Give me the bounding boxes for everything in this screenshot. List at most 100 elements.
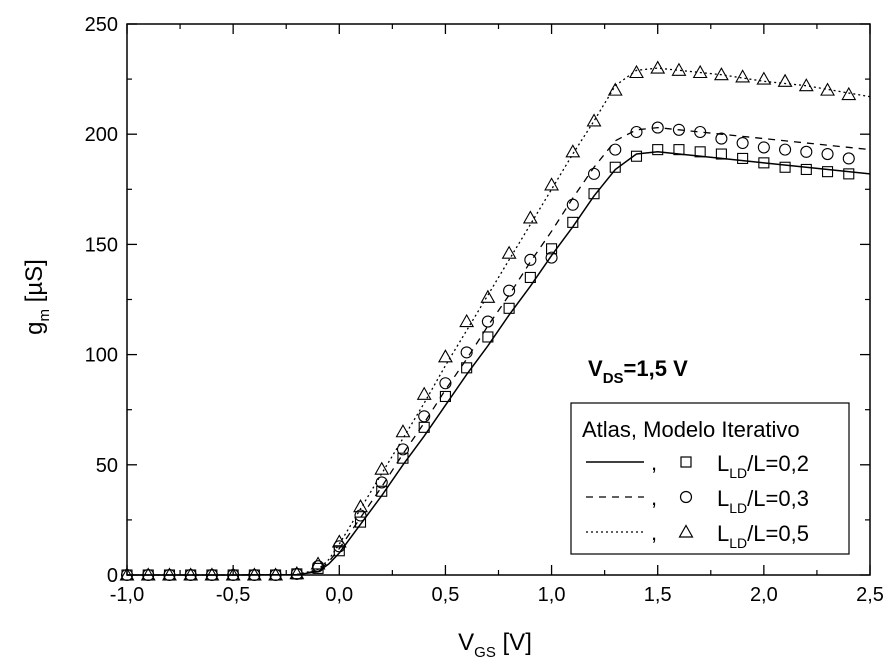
circle-marker xyxy=(354,509,367,522)
y-tick-label: 250 xyxy=(85,14,118,36)
circle-marker xyxy=(672,123,685,136)
triangle-marker xyxy=(650,60,666,74)
triangle-marker xyxy=(353,499,368,513)
circle-marker xyxy=(418,410,431,423)
triangle-marker xyxy=(501,245,517,259)
series-line-dashed xyxy=(127,126,871,576)
square-marker xyxy=(524,271,536,284)
legend-box xyxy=(570,402,850,555)
legend-triangle-marker xyxy=(678,524,694,538)
square-marker xyxy=(821,166,834,178)
square-marker xyxy=(694,146,706,158)
circle-marker xyxy=(587,167,601,180)
y-tick-label: 150 xyxy=(85,234,118,256)
legend-circle-marker xyxy=(679,490,693,504)
square-marker xyxy=(715,148,727,160)
triangle-marker xyxy=(268,567,284,581)
square-marker xyxy=(333,545,345,557)
x-tick-label: -1,0 xyxy=(110,584,144,606)
x-tick-label: 1,5 xyxy=(644,584,672,606)
circle-marker xyxy=(609,143,622,156)
square-marker xyxy=(588,188,600,200)
circle-marker xyxy=(290,567,303,580)
x-tick-label: 0,5 xyxy=(432,584,460,606)
triangle-marker xyxy=(119,567,135,581)
square-marker xyxy=(461,362,473,374)
triangle-marker xyxy=(798,78,814,92)
triangle-marker xyxy=(692,64,708,79)
triangle-marker xyxy=(607,82,623,96)
triangle-marker xyxy=(735,69,751,83)
circle-marker xyxy=(333,540,346,553)
markers-layer xyxy=(119,60,857,582)
square-marker xyxy=(652,144,664,156)
triangle-marker xyxy=(841,86,857,101)
triangle-marker xyxy=(820,82,835,96)
circle-marker xyxy=(375,476,388,489)
circle-marker xyxy=(630,125,643,139)
square-marker xyxy=(439,390,451,403)
triangle-marker xyxy=(395,424,411,438)
square-marker xyxy=(397,452,409,464)
triangle-marker xyxy=(437,349,453,363)
triangle-marker xyxy=(544,177,560,191)
y-tick-label: 200 xyxy=(85,124,118,146)
x-tick-label: 2,0 xyxy=(750,584,778,606)
triangle-marker xyxy=(310,556,326,570)
legend-entry-1: , LLD/L=0,2 xyxy=(586,450,809,481)
circle-marker xyxy=(481,315,494,328)
triangle-marker xyxy=(140,567,156,581)
legend-entry-2: , LLD/L=0,3 xyxy=(586,485,809,516)
triangle-marker xyxy=(183,567,199,581)
circle-marker xyxy=(545,251,558,264)
triangle-marker xyxy=(586,113,602,127)
axis-ticks: -1,0 -0,5 0,0 0,5 1,0 1,5 2,0 2,5 0 50 100 150 200 25… xyxy=(85,14,884,606)
x-tick-label: 2,5 xyxy=(856,584,884,606)
circle-marker xyxy=(566,198,579,211)
triangle-marker xyxy=(225,567,241,581)
legend-label-1: LLD/L=0,2 xyxy=(717,451,809,481)
circle-marker xyxy=(715,132,728,145)
circle-marker xyxy=(503,284,516,297)
legend-title: Atlas, Modelo Iterativo xyxy=(582,417,800,442)
square-marker xyxy=(354,516,367,528)
circle-marker xyxy=(842,152,855,165)
circle-marker xyxy=(800,145,813,158)
circle-marker xyxy=(736,136,749,150)
square-marker xyxy=(758,157,770,169)
circle-marker xyxy=(779,143,792,156)
square-marker xyxy=(800,163,812,176)
square-marker xyxy=(546,243,558,255)
square-marker xyxy=(609,161,621,173)
circle-marker xyxy=(821,147,834,161)
square-marker xyxy=(503,302,515,314)
triangle-marker xyxy=(331,534,347,548)
y-tick-label: 100 xyxy=(85,345,118,367)
square-marker xyxy=(779,161,791,173)
square-marker xyxy=(673,144,685,156)
circle-marker xyxy=(524,253,537,266)
y-axis-title: gm [µS] xyxy=(21,259,53,335)
square-marker xyxy=(567,216,579,228)
triangle-marker xyxy=(480,289,496,303)
square-marker xyxy=(482,331,494,343)
square-marker xyxy=(376,485,388,497)
triangle-marker xyxy=(777,73,793,87)
legend-label-3: LLD/L=0,5 xyxy=(717,521,809,551)
triangle-marker xyxy=(756,71,772,85)
triangle-marker xyxy=(374,461,390,475)
y-tick-label: 50 xyxy=(96,455,118,477)
triangle-marker xyxy=(162,567,177,581)
circle-marker xyxy=(460,346,473,359)
triangle-marker xyxy=(713,67,729,81)
legend-square-marker xyxy=(680,456,692,468)
x-tick-label: 0,0 xyxy=(325,584,353,606)
triangle-marker xyxy=(289,566,305,580)
triangle-marker xyxy=(671,62,687,76)
legend-separator: , xyxy=(651,485,657,510)
circle-marker xyxy=(757,141,770,154)
x-tick-label: 1,0 xyxy=(538,584,566,606)
triangle-marker xyxy=(459,313,475,328)
triangle-marker xyxy=(629,64,644,79)
legend: Atlas, Modelo Iterativo , LLD/L=0,2 , LL… xyxy=(570,402,850,555)
